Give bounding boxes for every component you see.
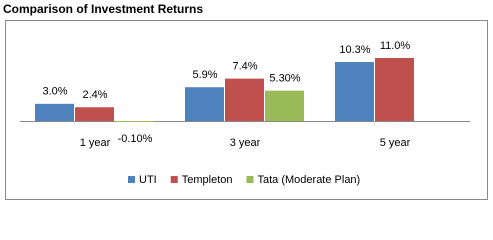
value-label: 2.4% — [82, 89, 107, 101]
chart-frame — [5, 20, 488, 200]
bar — [375, 58, 414, 121]
chart: Comparison of Investment Returns 1 year 3… — [3, 2, 488, 200]
bar — [185, 87, 224, 121]
legend-swatch — [170, 176, 178, 183]
bar — [115, 121, 154, 122]
legend-label: Tata (Moderate Plan) — [258, 174, 361, 186]
value-label: 7.4% — [232, 61, 257, 73]
legend-label: UTI — [139, 174, 157, 186]
legend-swatch — [128, 176, 135, 183]
bar — [335, 62, 374, 121]
value-label: 5.30% — [269, 73, 300, 85]
bar — [35, 103, 74, 121]
bar — [75, 107, 114, 121]
value-label: 3.0% — [42, 86, 67, 98]
value-label: 10.3% — [339, 44, 370, 56]
x-tick-label: 3 year — [230, 137, 261, 149]
value-label: 5.9% — [192, 69, 217, 81]
legend-swatch — [246, 176, 254, 183]
chart-title: Comparison of Investment Returns — [3, 2, 203, 16]
bar — [265, 90, 304, 121]
bar — [225, 78, 264, 121]
x-tick-label: 5 year — [380, 137, 411, 149]
value-label: -0.10% — [118, 133, 153, 145]
legend-label: Templeton — [182, 174, 233, 186]
value-label: 11.0% — [380, 40, 411, 52]
x-tick-label: 1 year — [80, 137, 111, 149]
